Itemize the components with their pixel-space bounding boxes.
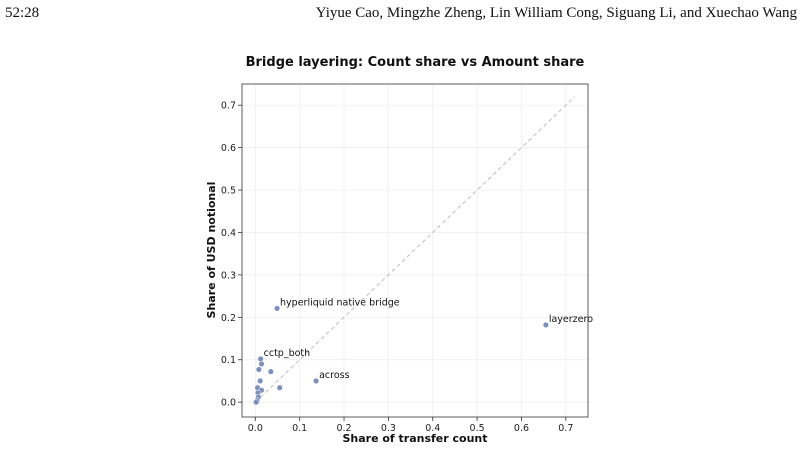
reference-line-layer xyxy=(254,96,576,403)
diagonal-reference-line xyxy=(254,96,576,403)
data-point xyxy=(267,368,274,375)
x-tick-label: 0.2 xyxy=(336,423,351,434)
x-tick-label: 0.4 xyxy=(425,423,440,434)
points-layer xyxy=(253,305,549,406)
x-tick-label: 0.0 xyxy=(248,423,263,434)
y-tick-label: 0.7 xyxy=(221,101,236,112)
point-label: layerzero xyxy=(549,314,593,325)
x-tick-label: 0.7 xyxy=(558,423,573,434)
point-label: cctp_both xyxy=(264,348,311,359)
data-point xyxy=(313,377,320,384)
grid-layer xyxy=(242,84,588,417)
point-label: hyperliquid native bridge xyxy=(280,297,400,308)
x-axis-label: Share of transfer count xyxy=(342,432,487,445)
plot-frame xyxy=(241,83,589,418)
y-ticks: 0.0 0.1 0.2 0.3 0.4 0.5 0.6 0.7 xyxy=(221,101,242,409)
running-header: 52:28 Yiyue Cao, Mingzhe Zheng, Lin Will… xyxy=(0,0,801,28)
y-tick-label: 0.0 xyxy=(221,398,236,409)
y-tick-label: 0.2 xyxy=(221,313,236,324)
data-point xyxy=(257,355,264,362)
data-point xyxy=(255,366,262,373)
point-label: across xyxy=(319,370,350,381)
y-axis-label: Share of USD notional xyxy=(205,182,218,319)
author-list: Yiyue Cao, Mingzhe Zheng, Lin William Co… xyxy=(315,5,797,21)
data-point xyxy=(276,384,283,391)
y-tick-label: 0.1 xyxy=(221,355,236,366)
y-tick-label: 0.5 xyxy=(221,186,236,197)
data-point xyxy=(258,360,265,368)
y-tick-label: 0.6 xyxy=(221,143,236,154)
page-number: 52:28 xyxy=(5,5,40,21)
x-tick-label: 0.3 xyxy=(381,423,396,434)
data-point xyxy=(542,321,549,328)
x-tick-label: 0.6 xyxy=(514,423,529,434)
data-point xyxy=(257,377,264,384)
x-tick-label: 0.5 xyxy=(470,423,485,434)
chart-title: Bridge layering: Count share vs Amount s… xyxy=(246,55,585,70)
data-point xyxy=(253,399,260,406)
x-tick-label: 0.1 xyxy=(292,423,307,434)
y-tick-label: 0.4 xyxy=(221,228,236,239)
data-point xyxy=(273,305,281,312)
y-tick-label: 0.3 xyxy=(221,270,236,281)
point-labels-layer: layerzero hyperliquid native bridge across… xyxy=(264,297,594,381)
x-ticks: 0.0 0.1 0.2 0.3 0.4 0.5 0.6 0.7 xyxy=(248,417,573,434)
